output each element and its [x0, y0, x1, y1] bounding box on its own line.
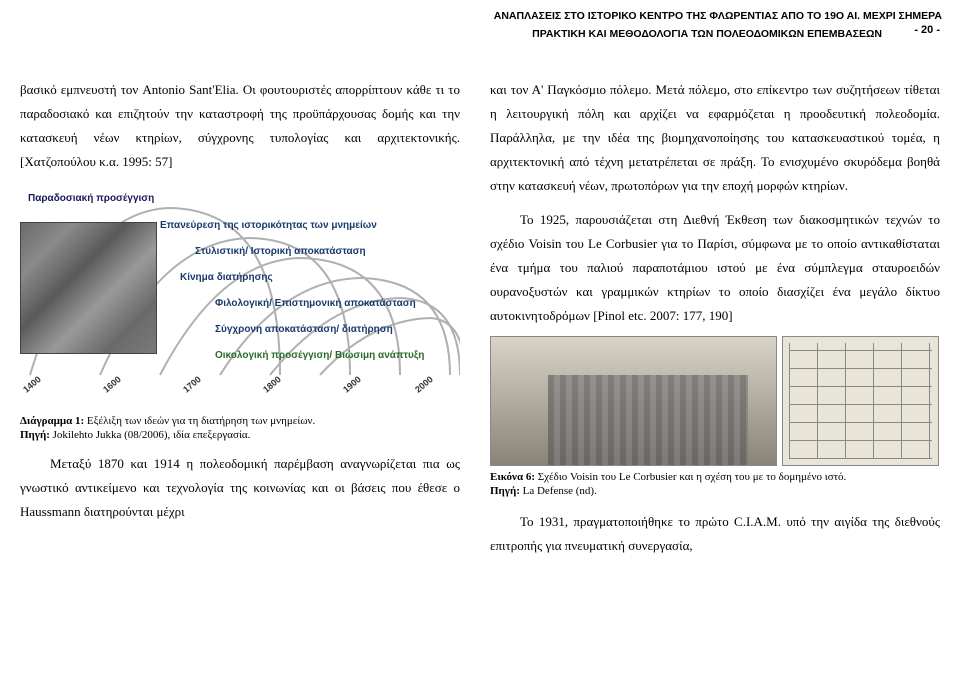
- fig-source-label: Πηγή:: [490, 485, 520, 497]
- header-title-2: ΠΡΑΚΤΙΚΗ ΚΑΙ ΜΕΘΟΔΟΛΟΓΙΑ ΤΩΝ ΠΟΛΕΟΔΟΜΙΚΩ…: [494, 28, 882, 40]
- header-title-1: ΑΝΑΠΛΑΣΕΙΣ ΣΤΟ ΙΣΤΟΡΙΚΟ ΚΕΝΤΡΟ ΤΗΣ ΦΛΩΡΕ…: [494, 10, 942, 22]
- voisin-figure: [490, 336, 940, 468]
- diagram-label-1: Στυλιστική/ Ιστορική αποκατάσταση: [195, 240, 366, 264]
- fig-caption-text: Σχέδιο Voisin του Le Corbusier και η σχέ…: [535, 471, 846, 483]
- diagram-label-3: Φιλολογική/ Επιστημονική αποκατάσταση: [215, 292, 416, 316]
- fig-source-text: La Defense (nd).: [520, 485, 597, 497]
- diagram-label-0: Επανεύρεση της ιστορικότητας των μνημείω…: [160, 214, 377, 238]
- caption-text: Εξέλιξη των ιδεών για τη διατήρηση των μ…: [84, 415, 315, 427]
- diagram-caption: Διάγραμμα 1: Εξέλιξη των ιδεών για τη δι…: [20, 414, 460, 442]
- header-title-1-text: ΑΝΑΠΛΑΣΕΙΣ ΣΤΟ ΙΣΤΟΡΙΚΟ ΚΕΝΤΡΟ ΤΗΣ ΦΛΩΡΕ…: [494, 10, 942, 22]
- caption-label: Διάγραμμα 1:: [20, 415, 84, 427]
- left-paragraph-2: Μεταξύ 1870 και 1914 η πολεοδομική παρέμ…: [20, 452, 460, 524]
- figure-caption: Εικόνα 6: Σχέδιο Voisin του Le Corbusier…: [490, 470, 940, 498]
- diagram-label-5: Οικολογική προσέγγιση/ Βιώσιμη ανάπτυξη: [215, 344, 424, 368]
- diagram-label-2: Κίνημα διατήρησης: [180, 266, 273, 290]
- fig-caption-label: Εικόνα 6:: [490, 471, 535, 483]
- diagram-label-4: Σύγχρονη αποκατάσταση/ διατήρηση: [215, 318, 393, 342]
- diagram-title: Παραδοσιακή προσέγγιση: [28, 187, 154, 211]
- page-number: - 20 -: [914, 24, 940, 36]
- voisin-render: [490, 336, 777, 466]
- guernica-image: [20, 222, 157, 354]
- right-paragraph-1: και τον Α' Παγκόσμιο πόλεμο. Μετά πόλεμο…: [490, 78, 940, 198]
- right-paragraph-3: Το 1931, πραγματοποιήθηκε το πρώτο C.I.A…: [490, 510, 940, 558]
- left-paragraph-1: βασικό εμπνευστή τον Antonio Sant'Elia. …: [20, 78, 460, 174]
- left-column: βασικό εμπνευστή τον Antonio Sant'Elia. …: [20, 78, 460, 524]
- page-header: ΑΝΑΠΛΑΣΕΙΣ ΣΤΟ ΙΣΤΟΡΙΚΟ ΚΕΝΤΡΟ ΤΗΣ ΦΛΩΡΕ…: [494, 10, 942, 40]
- caption-source-label: Πηγή:: [20, 429, 50, 441]
- right-column: και τον Α' Παγκόσμιο πόλεμο. Μετά πόλεμο…: [490, 78, 940, 558]
- voisin-plan: [782, 336, 939, 466]
- evolution-diagram: Παραδοσιακή προσέγγιση Επανεύρεση της ισ…: [20, 180, 460, 410]
- diagram-timeline: 1400 1600 1700 1800 1900 2000: [20, 378, 450, 408]
- right-paragraph-2: Το 1925, παρουσιάζεται στη Διεθνή Έκθεση…: [490, 208, 940, 328]
- caption-source-text: Jokilehto Jukka (08/2006), ιδία επεξεργα…: [50, 429, 251, 441]
